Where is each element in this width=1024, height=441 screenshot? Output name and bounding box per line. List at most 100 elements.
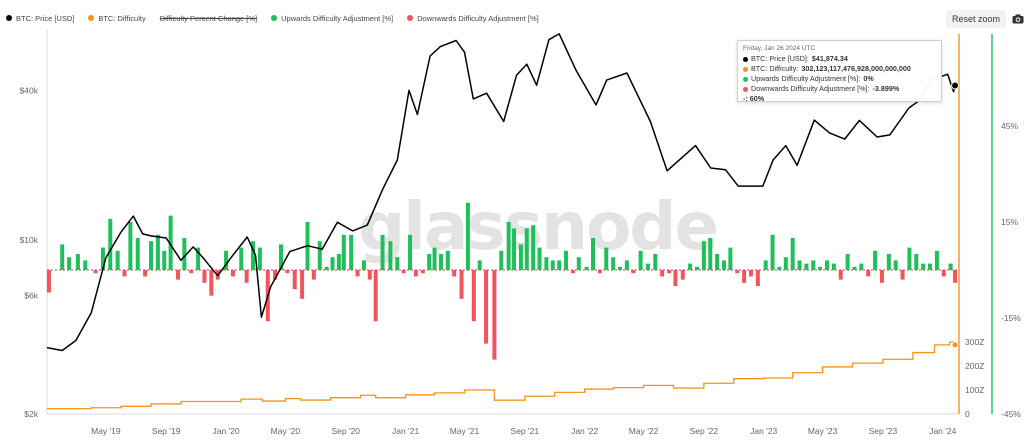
upwards-adjustment-bar [60, 244, 65, 270]
downwards-adjustment-bar [471, 270, 476, 322]
upwards-adjustment-bar [388, 241, 393, 270]
upwards-adjustment-bar [921, 263, 926, 270]
upwards-adjustment-bar [341, 234, 346, 270]
upwards-adjustment-bar [477, 260, 482, 270]
adjustment-tick-label: -45% [1001, 409, 1021, 419]
upwards-adjustment-bar [100, 247, 105, 270]
downwards-adjustment-bar [355, 270, 360, 277]
upwards-adjustment-bar [427, 254, 432, 270]
upwards-adjustment-bar [859, 263, 864, 270]
upwards-adjustment-bar [811, 260, 816, 270]
upwards-adjustment-bar [155, 234, 160, 270]
upwards-adjustment-bar [804, 263, 809, 270]
upwards-adjustment-bar [797, 260, 802, 270]
difficulty-hover-marker [951, 341, 959, 349]
price-tick-label: $6k [24, 290, 38, 300]
upwards-adjustment-bar [715, 254, 720, 270]
tooltip-row-extra: -: 60% [743, 94, 936, 104]
legend-label-difficulty-percent-change: Difficulty Percent Change [%] [159, 13, 258, 23]
downwards-adjustment-bar [175, 270, 180, 280]
adjustment-tick-label: 15% [1001, 217, 1018, 227]
legend-item-upwards-adjustment[interactable]: Upwards Difficulty Adjustment [%] [271, 14, 393, 23]
x-tick-label: Jan '22 [571, 426, 598, 436]
upwards-adjustment-bar [770, 234, 775, 270]
upwards-adjustment-bar [721, 260, 726, 270]
difficulty-tick-label: 0 [965, 409, 970, 419]
tooltip-value-price: $41,874.34 [811, 54, 848, 63]
x-tick-label: Sep '22 [690, 426, 719, 436]
downwards-adjustment-bar [879, 270, 884, 283]
price-tick-label: $10k [20, 235, 39, 245]
downwards-adjustment-bar [631, 270, 636, 274]
tooltip-label-upwards: Upwards Difficulty Adjustment [%]: [751, 74, 861, 83]
legend-label-downwards: Downwards Difficulty Adjustment [%] [417, 13, 539, 23]
tooltip-label-downwards: Downwards Difficulty Adjustment [%]: [751, 84, 870, 93]
upwards-adjustment-bar [708, 238, 713, 270]
downwards-adjustment-bar [660, 270, 665, 277]
downwards-adjustment-bar [459, 270, 464, 299]
upwards-adjustment-bar [728, 247, 733, 270]
reset-zoom-button[interactable]: Reset zoom [946, 10, 1006, 28]
downwards-adjustment-bar [953, 270, 958, 283]
upwards-adjustment-bar [182, 238, 187, 270]
tooltip-marker-downwards [743, 86, 748, 92]
legend-marker-difficulty [88, 15, 95, 21]
upwards-adjustment-bar [914, 254, 919, 270]
upwards-adjustment-bar [75, 254, 80, 270]
upwards-adjustment-bar [380, 234, 385, 270]
upwards-adjustment-bar [518, 244, 523, 270]
downwards-adjustment-bar [292, 270, 297, 290]
upwards-adjustment-bar [531, 225, 536, 270]
downwards-adjustment-bar [93, 270, 98, 274]
downwards-adjustment-bar [742, 270, 747, 283]
upwards-adjustment-bar [168, 215, 173, 270]
downwards-adjustment-bar [667, 270, 672, 274]
upwards-adjustment-bar [149, 241, 154, 270]
downwards-adjustment-bar [838, 270, 843, 280]
downwards-adjustment-bar [209, 270, 214, 296]
tooltip-label-difficulty: BTC: Difficulty: [751, 64, 799, 73]
upwards-adjustment-bar [524, 228, 529, 270]
downwards-adjustment-bar [452, 270, 457, 277]
difficulty-tick-label: 100Z [965, 385, 984, 395]
legend-item-difficulty[interactable]: BTC: Difficulty [88, 13, 146, 23]
downwards-adjustment-bar [484, 270, 489, 344]
x-tick-label: Sep '21 [511, 426, 540, 436]
difficulty-series-line [47, 341, 956, 410]
downwards-adjustment-bar [597, 270, 602, 274]
downwards-adjustment-bar [367, 270, 372, 280]
upwards-adjustment-bar [790, 238, 795, 270]
legend-item-downwards-adjustment[interactable]: Downwards Difficulty Adjustment [%] [407, 14, 539, 23]
x-tick-label: Jan '20 [212, 426, 239, 436]
x-tick-label: May '23 [808, 426, 838, 436]
legend-item-price[interactable]: BTC: Price [USD] [6, 14, 74, 23]
upwards-adjustment-bar [251, 241, 256, 270]
price-tick-label: $40k [20, 85, 39, 95]
difficulty-tick-label: 200Z [965, 361, 984, 371]
downwards-adjustment-bar [300, 270, 305, 299]
downwards-adjustment-bar [273, 270, 278, 280]
upwards-adjustment-bar [591, 238, 596, 270]
upwards-adjustment-bar [928, 263, 933, 270]
downwards-adjustment-bar [748, 270, 753, 277]
legend-item-difficulty-percent-change[interactable]: Difficulty Percent Change [%] [160, 14, 257, 23]
upwards-adjustment-bar [948, 263, 953, 270]
legend-label-difficulty: BTC: Difficulty [98, 13, 146, 23]
upwards-adjustment-bar [825, 260, 830, 270]
upwards-adjustment-bar [336, 254, 341, 270]
downwards-adjustment-bar [680, 270, 685, 280]
x-tick-label: Jan '23 [750, 426, 777, 436]
tooltip-row-price: BTC: Price [USD]: $41,874.34 [743, 54, 936, 64]
upwards-adjustment-bar [645, 263, 650, 270]
camera-icon[interactable] [1012, 14, 1024, 24]
upwards-adjustment-bar [763, 260, 768, 270]
tooltip-extra-value: -: 60% [743, 94, 765, 103]
downwards-adjustment-bar [941, 270, 946, 277]
upwards-adjustment-bar [108, 218, 113, 270]
x-tick-label: Sep '20 [331, 426, 360, 436]
downwards-adjustment-bar [866, 270, 871, 277]
upwards-adjustment-bar [653, 254, 658, 270]
upwards-adjustment-bar [818, 266, 823, 270]
x-tick-label: May '21 [450, 426, 480, 436]
